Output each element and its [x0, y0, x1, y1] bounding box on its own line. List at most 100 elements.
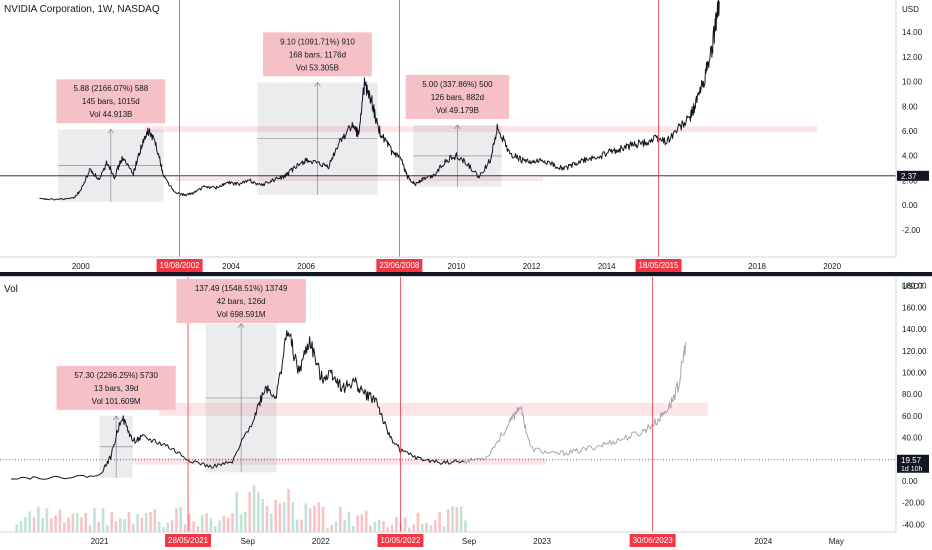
time-tick-label: 2000 — [72, 262, 90, 271]
date-marker-label: 10/05/2022 — [380, 536, 421, 545]
volume-bar — [412, 524, 415, 532]
currency-label: USD — [902, 5, 919, 14]
volume-bar — [119, 518, 122, 532]
volume-bar — [205, 513, 208, 532]
volume-bar — [438, 512, 441, 532]
volume-bar — [377, 519, 381, 532]
current-price-badge — [897, 454, 929, 473]
time-tick-label: 2020 — [823, 262, 841, 271]
volume-bar — [153, 509, 157, 532]
top-price-chart[interactable]: 5.88 (2166.07%) 588 145 bars, 1015d Vol 44… — [0, 0, 932, 272]
volume-bar — [403, 517, 407, 532]
volume-bar — [222, 515, 226, 532]
measure-label-text: 42 bars, 126d — [217, 297, 266, 306]
pane-separator-line — [0, 276, 932, 277]
bottom-price-chart[interactable]: 57.30 (2266.25%) 5730 13 bars, 39d Vol 101… — [0, 277, 932, 550]
price-series-line — [11, 330, 465, 480]
time-tick-label: 2018 — [748, 262, 766, 271]
price-tick-label: 140.00 — [902, 325, 927, 334]
volume-bar — [45, 508, 49, 532]
date-marker-label: 28/05/2021 — [168, 536, 209, 545]
time-tick-label: 2023 — [533, 537, 551, 546]
price-tick-label: 8.00 — [902, 102, 918, 111]
volume-bar — [395, 516, 398, 532]
pane-separator[interactable] — [0, 272, 932, 276]
volume-bar — [179, 507, 183, 532]
volume-bar — [114, 521, 118, 532]
measure-label-text: 9.10 (1091.71%) 910 — [280, 37, 355, 46]
volume-bar — [308, 508, 312, 532]
volume-bar — [54, 515, 57, 532]
volume-bar — [58, 509, 62, 532]
date-marker-badge — [156, 259, 203, 272]
time-tick-label: 2024 — [754, 537, 772, 546]
volume-bar — [274, 499, 277, 532]
time-tick-label: 2010 — [448, 262, 466, 271]
volume-bar — [235, 491, 239, 532]
price-tick-label: 160.00 — [902, 303, 927, 312]
volume-bar — [429, 525, 433, 532]
volume-bar — [330, 525, 334, 532]
volume-bar — [32, 517, 36, 532]
currency-label: USDT — [902, 282, 924, 291]
volume-bar — [136, 514, 139, 532]
price-axis-bg — [896, 0, 932, 272]
volume-bar — [162, 527, 165, 532]
support-zone — [132, 458, 547, 465]
price-axis-bg — [896, 277, 932, 550]
volume-bar — [451, 506, 454, 532]
measure-arrow-head — [314, 81, 321, 87]
date-marker-label: 23/06/2008 — [379, 261, 420, 270]
volume-bar — [41, 518, 44, 532]
volume-bar — [218, 520, 221, 532]
measure-arrow-head — [237, 323, 245, 328]
measure-label — [405, 75, 510, 120]
volume-bar — [261, 499, 264, 532]
volume-bar — [196, 526, 200, 532]
chart-title: NVIDIA Corporation, 1W, NASDAQ — [4, 4, 160, 15]
time-tick-label: 2021 — [91, 537, 109, 546]
time-tick-label: 2022 — [312, 537, 330, 546]
date-marker-label: 30/06/2023 — [633, 536, 674, 545]
volume-bar — [110, 511, 113, 532]
volume-bar — [317, 502, 321, 532]
measure-label-text: Vol 44.913B — [89, 110, 132, 119]
time-tick-label: 2006 — [297, 262, 315, 271]
volume-bar — [93, 507, 96, 532]
volume-bar — [356, 515, 359, 532]
volume-bar — [442, 526, 446, 532]
measure-arrow-head — [112, 415, 120, 421]
time-tick-label: Sep — [462, 537, 477, 546]
volume-bar — [131, 524, 135, 532]
price-tick-label: 6.00 — [902, 127, 918, 136]
volume-bar — [157, 521, 161, 532]
volume-bar — [188, 513, 191, 532]
volume-bar — [19, 521, 23, 532]
date-marker-badge — [635, 259, 682, 272]
volume-bar — [433, 520, 437, 532]
measure-label-text: 5.88 (2166.07%) 588 — [73, 84, 148, 93]
measure-arrow-head — [454, 124, 461, 130]
volume-bar — [270, 513, 273, 532]
volume-bar — [62, 522, 66, 532]
date-marker-badge — [629, 534, 676, 547]
volume-bar — [75, 512, 79, 532]
price-series-line — [39, 0, 720, 201]
volume-bar — [231, 512, 234, 532]
price-tick-label: -20.00 — [902, 499, 925, 508]
price-tick-label: 4.00 — [902, 152, 918, 161]
volume-bar — [373, 521, 377, 532]
price-tick-label: 60.00 — [902, 412, 923, 421]
measure-label-text: Vol 101.609M — [92, 397, 141, 406]
date-marker-badge — [165, 534, 212, 547]
volume-bar — [67, 517, 70, 532]
time-tick-label: Sep — [241, 537, 256, 546]
volume-bar — [347, 511, 351, 532]
current-price-badge — [897, 170, 929, 181]
time-tick-label: 2014 — [598, 262, 616, 271]
volume-bar — [295, 519, 299, 532]
support-zone — [174, 177, 543, 182]
measure-label-text: 145 bars, 1015d — [82, 97, 140, 106]
volume-bar — [278, 503, 282, 532]
measure-label — [263, 32, 372, 77]
